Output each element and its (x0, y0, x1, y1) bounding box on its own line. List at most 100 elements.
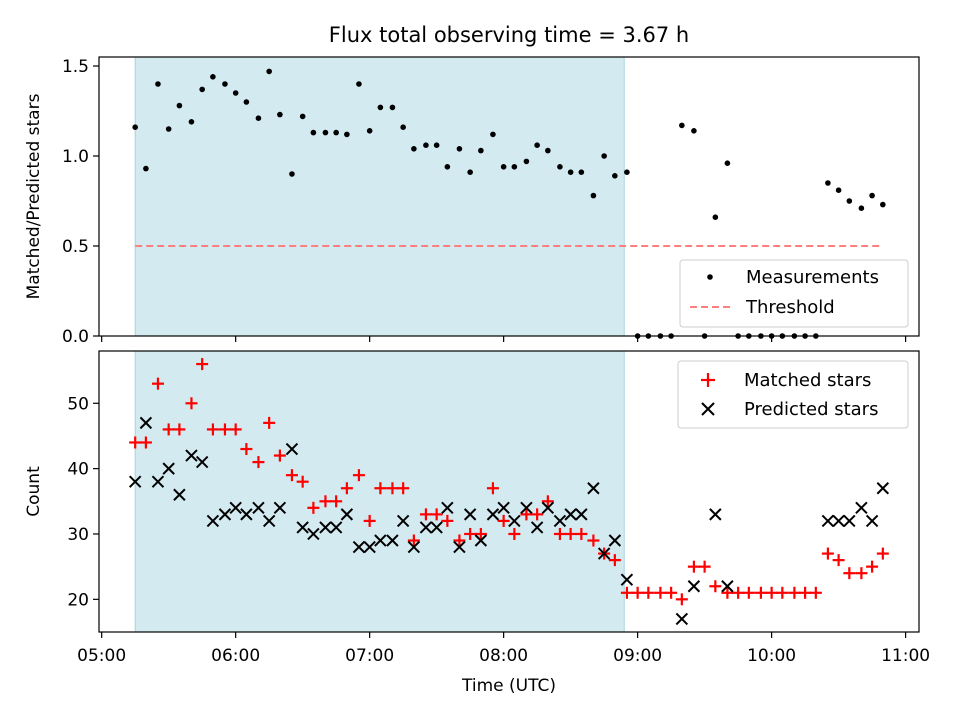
predicted-stars-point (296, 521, 309, 534)
predicted-stars-point (709, 508, 722, 521)
matched-stars-point (374, 482, 387, 495)
measurement-point (858, 205, 865, 211)
predicted-stars-point (441, 501, 454, 515)
matched-stars-point (407, 534, 420, 547)
measurement-point (679, 122, 685, 129)
measurement-point (590, 192, 597, 199)
y-tick-label: 20 (67, 590, 89, 610)
matched-stars-point (162, 423, 175, 436)
matched-stars-point (832, 554, 845, 567)
predicted-stars-point (508, 514, 521, 528)
predicted-stars-point (162, 462, 175, 475)
matched-stars-point (776, 586, 789, 599)
matched-stars-point (732, 586, 745, 599)
predicted-stars-point (229, 501, 242, 515)
measurement-point (389, 104, 396, 111)
x-axis-label: Time (UTC) (461, 676, 556, 696)
chart-title: Flux total observing time = 3.67 h (329, 23, 689, 47)
measurement-point (578, 169, 585, 175)
predicted-stars-point (597, 547, 611, 560)
predicted-stars-point (865, 514, 879, 528)
count-legend-box (677, 360, 909, 429)
matched-stars-point (754, 586, 767, 599)
ratio-x-ticks (101, 336, 907, 342)
x-tick-label: 09:00 (613, 646, 662, 666)
measurement-point (333, 129, 339, 136)
measurement-point (567, 169, 574, 175)
y-tick-label: 0.5 (62, 237, 89, 257)
matched-stars-point (486, 482, 499, 495)
predicted-stars-point (386, 534, 399, 547)
predicted-stars-point (139, 416, 153, 430)
measurement-point (691, 128, 697, 134)
predicted-stars-point (832, 514, 845, 528)
matched-stars-point (531, 508, 544, 521)
matched-stars-point (520, 508, 533, 521)
predicted-stars-point (530, 521, 544, 534)
predicted-stars-point (721, 580, 734, 593)
predicted-stars-point (252, 501, 265, 515)
matched-stars-point (564, 527, 577, 540)
matched-stars-point (296, 475, 309, 488)
matched-stars-point (608, 554, 621, 567)
measurement-point (825, 180, 831, 186)
predicted-stars-point (587, 482, 600, 495)
ratio-y-ticks: 0.0 0.5 1.0 1.5 (62, 57, 99, 347)
measurement-point (310, 129, 317, 136)
measurement-point (869, 192, 875, 199)
matched-stars-point (474, 527, 487, 540)
matched-stars-point (799, 586, 812, 599)
matched-stars-point (698, 560, 711, 573)
measurement-point (222, 81, 228, 87)
matched-stars-point (866, 560, 879, 573)
measurement-point (557, 164, 563, 170)
predicted-stars-point (173, 488, 186, 501)
matched-stars-point (709, 580, 722, 593)
ratio-legend: Measurements Threshold (679, 259, 909, 328)
measurement-point (188, 119, 195, 125)
predicted-stars-point (575, 508, 588, 521)
matched-stars-point (263, 416, 276, 429)
predicted-stars-point (352, 540, 366, 554)
ratio-y-axis-label: Matched/Predicted stars (24, 93, 44, 299)
matched-stars-point (788, 586, 801, 599)
measurement-point (712, 214, 719, 220)
matched-stars-point (642, 586, 655, 599)
matched-stars-point (620, 586, 633, 599)
matched-stars-point (139, 436, 152, 449)
measurement-point (232, 90, 239, 96)
count-x-ticks: 05:00 06:00 07:00 08:00 09:00 10:00 11:00 (77, 632, 930, 666)
matched-stars-point (765, 586, 778, 599)
matched-stars-point (687, 560, 700, 573)
legend-threshold-label: Threshold (745, 297, 835, 318)
legend-matched-label: Matched stars (744, 370, 871, 391)
matched-stars-point (575, 527, 588, 540)
x-tick-label: 07:00 (345, 646, 394, 666)
legend-matched-marker (701, 373, 715, 387)
predicted-stars-point (151, 475, 165, 488)
matched-stars-point (151, 377, 164, 390)
matched-stars-point (386, 482, 399, 495)
observing-interval-shade-top (134, 56, 625, 337)
y-tick-label: 50 (67, 394, 89, 414)
predicted-stars-point (608, 534, 622, 547)
matched-stars-point (821, 547, 834, 560)
predicted-stars-point (329, 521, 343, 534)
predicted-stars-point (553, 514, 567, 528)
matched-stars-point (843, 567, 856, 580)
measurement-point (523, 158, 530, 165)
matched-stars-point (252, 456, 265, 469)
y-tick-label: 30 (67, 525, 89, 545)
predicted-stars-point (474, 534, 488, 547)
measurement-point (624, 169, 630, 175)
measurement-point (880, 201, 886, 208)
measurement-point (176, 102, 183, 109)
measurement-point (132, 124, 138, 130)
measurement-point (500, 164, 507, 170)
ratio-marks (132, 68, 886, 339)
predicted-stars-point (497, 501, 510, 515)
measurement-point (411, 146, 417, 152)
measurement-point (545, 147, 551, 154)
predicted-stars-point (340, 508, 354, 521)
matched-stars-point (419, 508, 432, 521)
